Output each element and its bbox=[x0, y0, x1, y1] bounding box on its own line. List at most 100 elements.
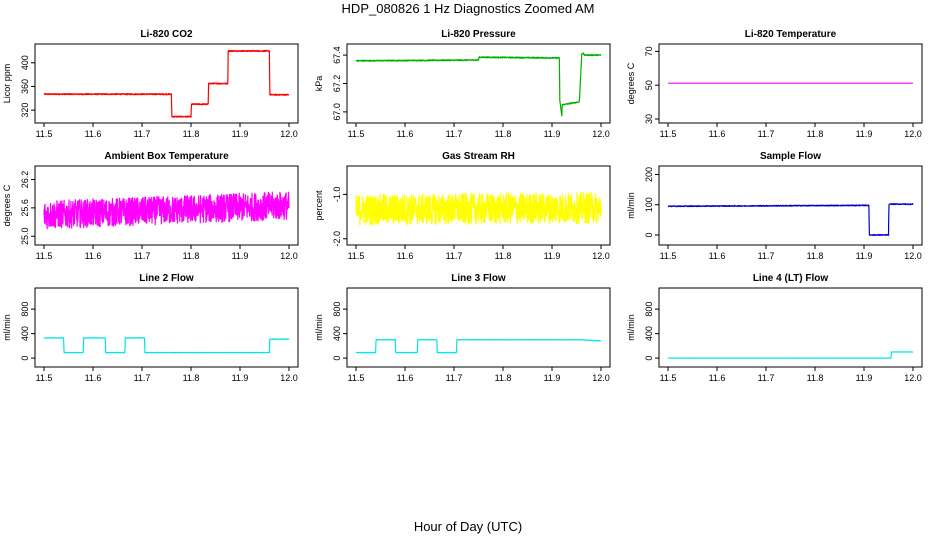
y-tick-label: 100 bbox=[644, 197, 654, 212]
y-tick-label: 30 bbox=[644, 114, 654, 124]
y-tick-label: 320 bbox=[20, 103, 30, 118]
y-tick-label: 800 bbox=[332, 302, 342, 317]
x-tick-label: 12.0 bbox=[592, 129, 610, 139]
y-tick-label: 800 bbox=[644, 302, 654, 317]
y-tick-label: 0 bbox=[332, 356, 342, 361]
y-tick-label: 25.0 bbox=[20, 228, 30, 246]
x-tick-label: 11.6 bbox=[85, 373, 102, 383]
y-axis-label: degrees C bbox=[626, 62, 636, 104]
y-tick-label: 50 bbox=[644, 80, 654, 90]
panel-title: Li-820 Pressure bbox=[441, 29, 516, 40]
series-line bbox=[355, 52, 602, 117]
y-tick-label: 67.0 bbox=[332, 103, 342, 121]
panel-title: Sample Flow bbox=[760, 151, 821, 162]
y-tick-label: 25.6 bbox=[20, 199, 30, 217]
y-tick-label: -1.0 bbox=[332, 187, 342, 203]
x-tick-label: 11.5 bbox=[660, 129, 677, 139]
x-tick-label: 11.5 bbox=[660, 251, 677, 261]
x-tick-label: 12.0 bbox=[904, 373, 922, 383]
plot-frame bbox=[346, 287, 611, 368]
x-tick-label: 12.0 bbox=[280, 373, 298, 383]
x-tick-label: 11.5 bbox=[660, 373, 677, 383]
series-line bbox=[355, 191, 602, 226]
panel-4: Ambient Box Temperature degrees C 11.5 11.6… bbox=[2, 151, 299, 261]
x-tick-label: 11.9 bbox=[544, 373, 561, 383]
y-tick-label: 400 bbox=[644, 326, 654, 341]
x-tick-label: 11.9 bbox=[232, 373, 249, 383]
x-tick-label: 11.5 bbox=[36, 251, 53, 261]
y-tick-label: 400 bbox=[20, 326, 30, 341]
x-tick-label: 11.8 bbox=[807, 251, 824, 261]
x-tick-label: 12.0 bbox=[280, 129, 298, 139]
panel-8: Line 3 Flow ml/min 11.5 11.6 11.7 11.8 11.9 12.… bbox=[314, 273, 611, 383]
plot-frame bbox=[34, 43, 299, 124]
panel-title: Li-820 CO2 bbox=[140, 29, 193, 40]
x-tick-label: 11.7 bbox=[446, 373, 463, 383]
x-tick-label: 12.0 bbox=[280, 251, 298, 261]
x-tick-label: 11.9 bbox=[856, 373, 873, 383]
panel-2: Li-820 Pressure kPa 11.5 11.6 11.7 11.8 11.9 12… bbox=[314, 29, 611, 139]
series-line bbox=[667, 351, 914, 359]
x-tick-label: 11.7 bbox=[758, 373, 775, 383]
x-tick-label: 11.9 bbox=[232, 251, 249, 261]
x-tick-label: 11.8 bbox=[183, 129, 200, 139]
plot-frame bbox=[34, 287, 299, 368]
x-tick-label: 11.6 bbox=[397, 129, 414, 139]
y-tick-label: 0 bbox=[644, 232, 654, 237]
y-axis-label: ml/min bbox=[314, 314, 324, 341]
x-tick-label: 11.7 bbox=[446, 129, 463, 139]
y-tick-label: 200 bbox=[644, 167, 654, 182]
plot-frame bbox=[658, 43, 923, 124]
x-tick-label: 11.6 bbox=[709, 251, 726, 261]
series-line bbox=[355, 339, 602, 354]
x-tick-label: 11.7 bbox=[134, 373, 151, 383]
y-tick-label: 26.2 bbox=[20, 171, 30, 189]
plot-frame bbox=[346, 43, 611, 124]
x-tick-label: 11.6 bbox=[709, 373, 726, 383]
plot-frame bbox=[34, 165, 299, 246]
x-tick-label: 11.9 bbox=[544, 251, 561, 261]
x-tick-label: 11.5 bbox=[36, 129, 53, 139]
panel-3: Li-820 Temperature degrees C 11.5 11.6 11.7 1… bbox=[626, 29, 923, 139]
x-tick-label: 11.6 bbox=[85, 251, 102, 261]
panel-title: Li-820 Temperature bbox=[745, 29, 837, 40]
y-axis-label: Licor ppm bbox=[2, 64, 12, 104]
plot-frame bbox=[658, 287, 923, 368]
y-tick-label: 70 bbox=[644, 46, 654, 56]
series-line bbox=[43, 49, 290, 118]
y-axis-label: percent bbox=[314, 190, 324, 221]
x-tick-label: 11.6 bbox=[397, 251, 414, 261]
x-tick-label: 11.9 bbox=[232, 129, 249, 139]
x-tick-label: 11.7 bbox=[134, 251, 151, 261]
x-tick-label: 11.8 bbox=[495, 129, 512, 139]
panels: Li-820 CO2 Licor ppm 11.5 11.6 11.7 11.8 11.9 1… bbox=[2, 29, 923, 383]
y-axis-label: ml/min bbox=[626, 192, 636, 219]
x-tick-label: 11.8 bbox=[495, 373, 512, 383]
panel-6: Sample Flow ml/min 11.5 11.6 11.7 11.8 11.9 12.… bbox=[626, 151, 923, 261]
x-tick-label: 11.5 bbox=[36, 373, 53, 383]
x-tick-label: 11.8 bbox=[807, 373, 824, 383]
x-tick-label: 11.6 bbox=[709, 129, 726, 139]
y-axis-label: kPa bbox=[314, 76, 324, 92]
y-axis-label: degrees C bbox=[2, 184, 12, 226]
panel-1: Li-820 CO2 Licor ppm 11.5 11.6 11.7 11.8 11.9 1… bbox=[2, 29, 299, 139]
x-tick-label: 12.0 bbox=[592, 251, 610, 261]
panel-title: Gas Stream RH bbox=[442, 151, 515, 162]
y-tick-label: 67.4 bbox=[332, 46, 342, 64]
series-line bbox=[667, 203, 914, 236]
x-tick-label: 11.9 bbox=[856, 251, 873, 261]
y-tick-label: 0 bbox=[20, 356, 30, 361]
x-tick-label: 12.0 bbox=[904, 251, 922, 261]
x-tick-label: 11.6 bbox=[85, 129, 102, 139]
panel-title: Line 3 Flow bbox=[451, 273, 506, 284]
x-tick-label: 11.7 bbox=[134, 129, 151, 139]
panel-7: Line 2 Flow ml/min 11.5 11.6 11.7 11.8 11.9 12.… bbox=[2, 273, 299, 383]
y-tick-label: 67.2 bbox=[332, 75, 342, 93]
x-tick-label: 11.5 bbox=[348, 373, 365, 383]
panel-title: Line 4 (LT) Flow bbox=[753, 273, 829, 284]
y-tick-label: -2.0 bbox=[332, 231, 342, 247]
x-tick-label: 11.9 bbox=[544, 129, 561, 139]
y-tick-label: 400 bbox=[332, 326, 342, 341]
panel-5: Gas Stream RH percent 11.5 11.6 11.7 11.8 11.9… bbox=[314, 151, 611, 261]
